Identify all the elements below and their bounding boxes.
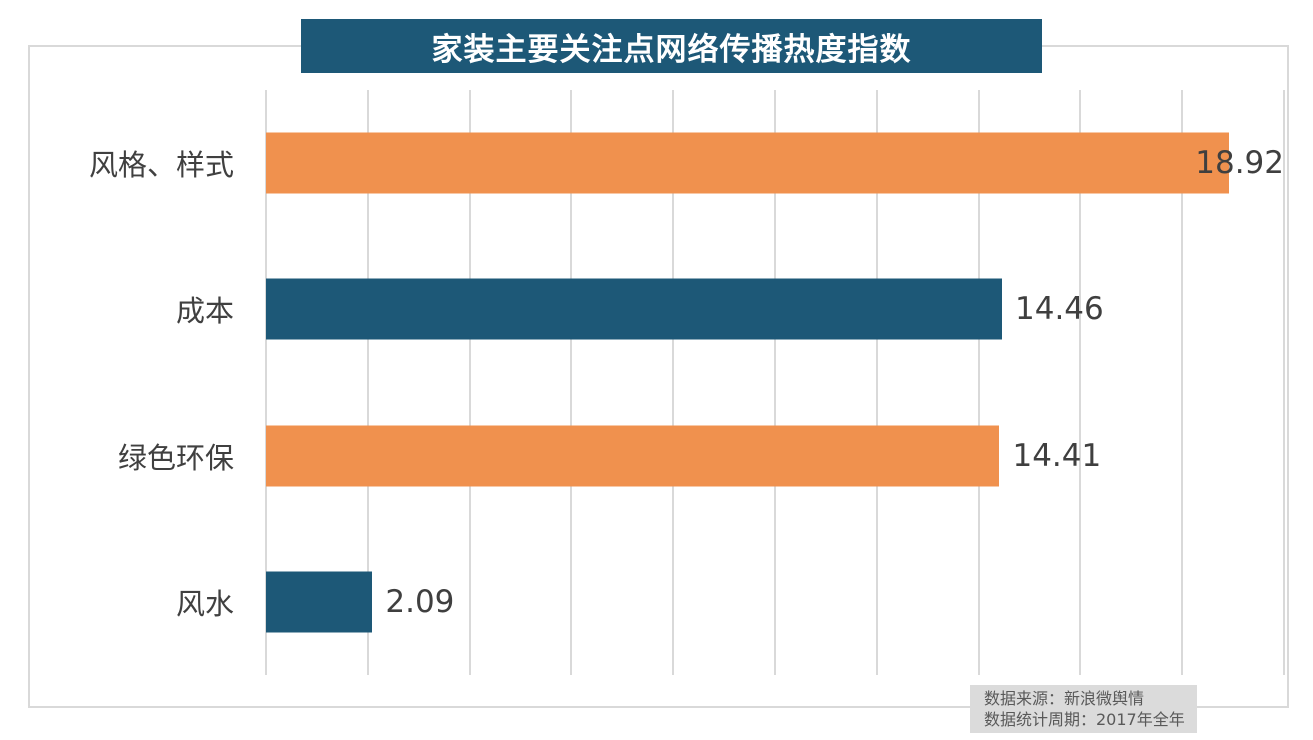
bar bbox=[266, 425, 1000, 487]
bar bbox=[266, 132, 1230, 194]
chart-title-banner: 家装主要关注点网络传播热度指数 bbox=[301, 19, 1042, 73]
category-label: 风格、样式 bbox=[88, 148, 234, 183]
data-period-line: 数据统计周期：2017年全年 bbox=[984, 710, 1185, 729]
gridline-12 bbox=[875, 90, 878, 675]
gridlines bbox=[265, 90, 1285, 675]
gridline-8 bbox=[672, 90, 675, 675]
category-label: 绿色环保 bbox=[117, 440, 234, 475]
data-source-line: 数据来源：新浪微舆情 bbox=[984, 689, 1145, 708]
category-label: 风水 bbox=[175, 586, 234, 621]
bar-row: 绿色环保 14.41 bbox=[28, 383, 1286, 529]
bar-track: 2.09 bbox=[266, 529, 1284, 675]
bar-track: 14.41 bbox=[266, 383, 1284, 529]
bar-track: 14.46 bbox=[266, 236, 1284, 382]
gridline-10 bbox=[774, 90, 776, 675]
bar bbox=[266, 571, 373, 633]
bar-value-label: 18.92 bbox=[1195, 145, 1284, 182]
bar-row: 风水 2.09 bbox=[28, 529, 1286, 675]
bar-track: 18.92 bbox=[266, 90, 1284, 236]
gridline-6 bbox=[570, 90, 573, 675]
plot-area: 风格、样式 18.92 成本 14.46 绿色环保 14.41 风水 bbox=[28, 90, 1286, 675]
gridline-4 bbox=[468, 90, 471, 675]
category-label: 成本 bbox=[175, 294, 234, 329]
bar bbox=[266, 278, 1002, 340]
gridline-18 bbox=[1181, 90, 1184, 675]
bar-row: 成本 14.46 bbox=[28, 236, 1286, 382]
gridline-14 bbox=[977, 90, 980, 675]
bar-value-label: 14.41 bbox=[1012, 437, 1102, 474]
bar-value-label: 2.09 bbox=[385, 583, 455, 620]
gridline-0 bbox=[265, 90, 267, 675]
gridline-2 bbox=[366, 90, 369, 675]
bar-row: 风格、样式 18.92 bbox=[28, 90, 1286, 236]
bar-value-label: 14.46 bbox=[1015, 291, 1104, 328]
gridline-20 bbox=[1283, 90, 1285, 675]
data-source-note: 数据来源：新浪微舆情 数据统计周期：2017年全年 bbox=[970, 685, 1197, 733]
chart-title: 家装主要关注点网络传播热度指数 bbox=[431, 31, 912, 68]
gridline-16 bbox=[1079, 90, 1082, 675]
